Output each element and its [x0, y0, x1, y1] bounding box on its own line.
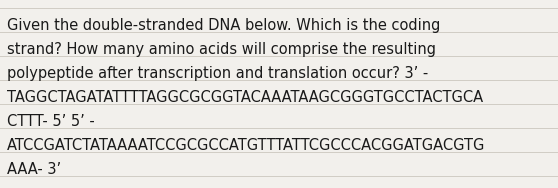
Text: AAA- 3’: AAA- 3’	[7, 162, 61, 177]
Text: TAGGCTAGATATTTTAGGCGCGGTACAAATAAGCGGGTGCCTACTGCA: TAGGCTAGATATTTTAGGCGCGGTACAAATAAGCGGGTGC…	[7, 90, 483, 105]
Text: strand? How many amino acids will comprise the resulting: strand? How many amino acids will compri…	[7, 42, 436, 57]
Text: ATCCGATCTATAAAATCCGCGCCATGTTTATTCGCCCACGGATGACGTG: ATCCGATCTATAAAATCCGCGCCATGTTTATTCGCCCACG…	[7, 138, 485, 153]
Text: CTTT- 5’ 5’ -: CTTT- 5’ 5’ -	[7, 114, 95, 129]
Text: polypeptide after transcription and translation occur? 3’ -: polypeptide after transcription and tran…	[7, 66, 428, 81]
Text: Given the double-stranded DNA below. Which is the coding: Given the double-stranded DNA below. Whi…	[7, 18, 440, 33]
